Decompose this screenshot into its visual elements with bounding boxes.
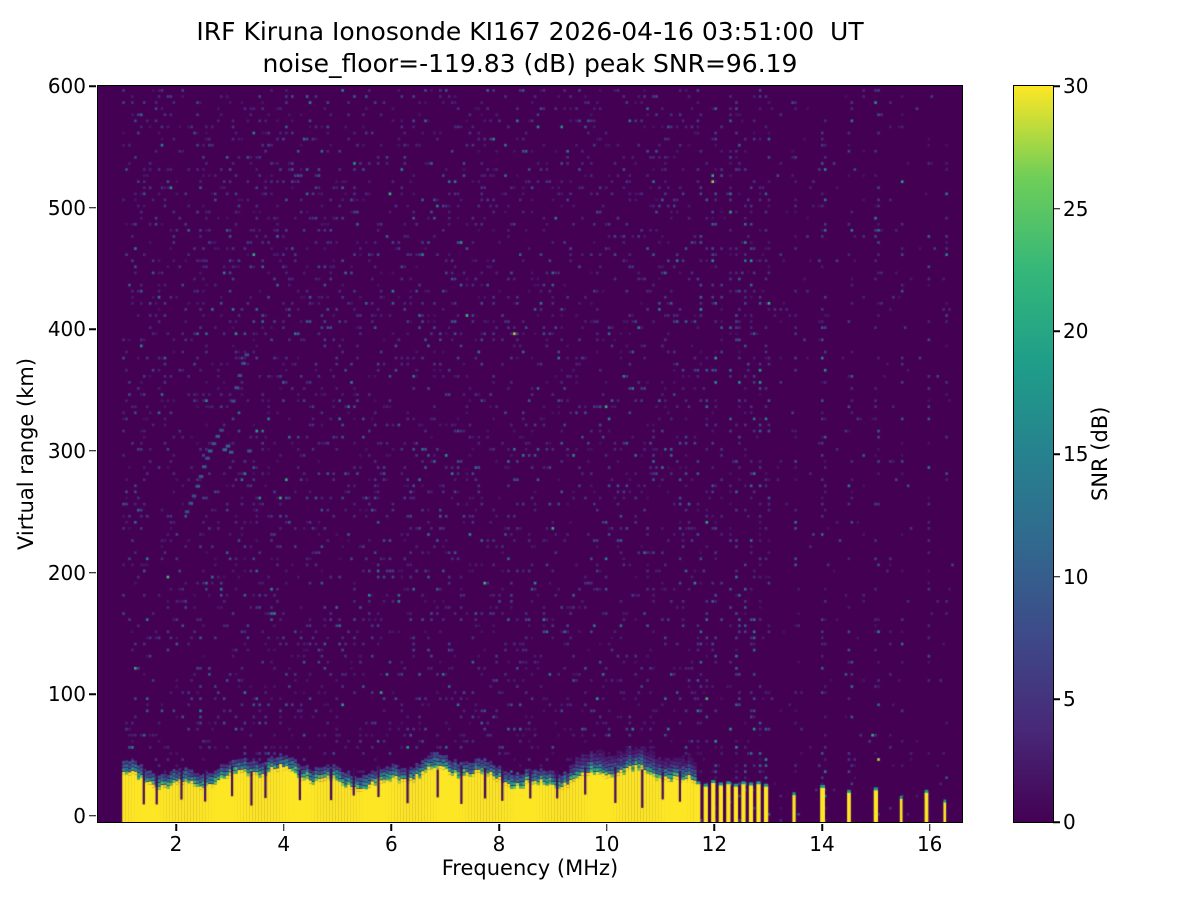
x-tick-label: 4	[277, 832, 291, 856]
colorbar-tick-label: 15	[1063, 442, 1089, 466]
x-tick-label: 10	[593, 832, 620, 856]
colorbar-label: SNR (dB)	[1088, 406, 1112, 502]
plot-area: 2 4 6 8 10 12 14 16 0 100 200 300 400 500 600	[48, 74, 963, 856]
y-tick-label: 600	[47, 74, 86, 98]
y-tick-mark	[89, 815, 96, 817]
x-tick-label: 16	[916, 832, 943, 856]
y-tick-mark	[89, 450, 96, 452]
colorbar-tick-label: 0	[1063, 810, 1076, 834]
colorbar-tick-mark	[1053, 207, 1060, 210]
colorbar-tick-mark	[1053, 821, 1060, 823]
x-tick-label: 14	[809, 832, 835, 856]
colorbar-tick-label: 5	[1063, 687, 1076, 712]
x-tick-mark	[821, 824, 823, 831]
x-tick-mark	[928, 824, 931, 831]
y-tick-label: 100	[47, 682, 86, 707]
x-tick-label: 6	[385, 832, 398, 856]
y-tick-mark	[89, 328, 96, 331]
chart-subtitle: noise_floor=-119.83 (dB) peak SNR=96.19	[262, 49, 798, 78]
colorbar-tick-label: 30	[1063, 74, 1089, 98]
x-tick-mark	[282, 824, 285, 831]
colorbar: 0 5 10 15 20 25 30	[1013, 74, 1088, 834]
colorbar-tick-mark	[1053, 575, 1060, 578]
y-tick-label: 200	[47, 560, 86, 585]
x-tick-mark	[498, 824, 500, 831]
x-tick-label: 2	[169, 832, 183, 856]
y-tick-mark	[89, 85, 96, 87]
x-tick-mark	[390, 824, 393, 831]
y-tick-mark	[89, 693, 96, 695]
colorbar-tick-label: 10	[1063, 564, 1089, 589]
colorbar-tick-mark	[1053, 85, 1060, 87]
colorbar-tick-mark	[1053, 453, 1060, 455]
y-tick-label: 0	[73, 803, 86, 828]
y-tick-label: 400	[47, 317, 86, 342]
x-tick-mark	[605, 824, 608, 831]
colorbar-tick-label: 20	[1063, 319, 1089, 344]
x-tick-label: 8	[492, 832, 506, 856]
y-tick-mark	[89, 206, 96, 209]
y-tick-mark	[89, 571, 96, 574]
y-tick-label: 500	[47, 195, 86, 220]
x-axis-label: Frequency (MHz)	[441, 856, 619, 880]
colorbar-tick-mark	[1053, 698, 1060, 701]
colorbar-gradient	[1014, 86, 1053, 822]
colorbar-tick-mark	[1053, 330, 1060, 333]
y-axis-label: Virtual range (km)	[14, 357, 38, 551]
x-tick-mark	[175, 824, 177, 831]
x-tick-mark	[713, 824, 716, 831]
y-tick-label: 300	[47, 438, 86, 463]
colorbar-tick-label: 25	[1063, 196, 1089, 221]
chart-title: IRF Kiruna Ionosonde KI167 2026-04-16 03…	[196, 17, 864, 46]
ionogram-heatmap-canvas	[98, 86, 962, 822]
x-tick-label: 12	[701, 832, 728, 856]
